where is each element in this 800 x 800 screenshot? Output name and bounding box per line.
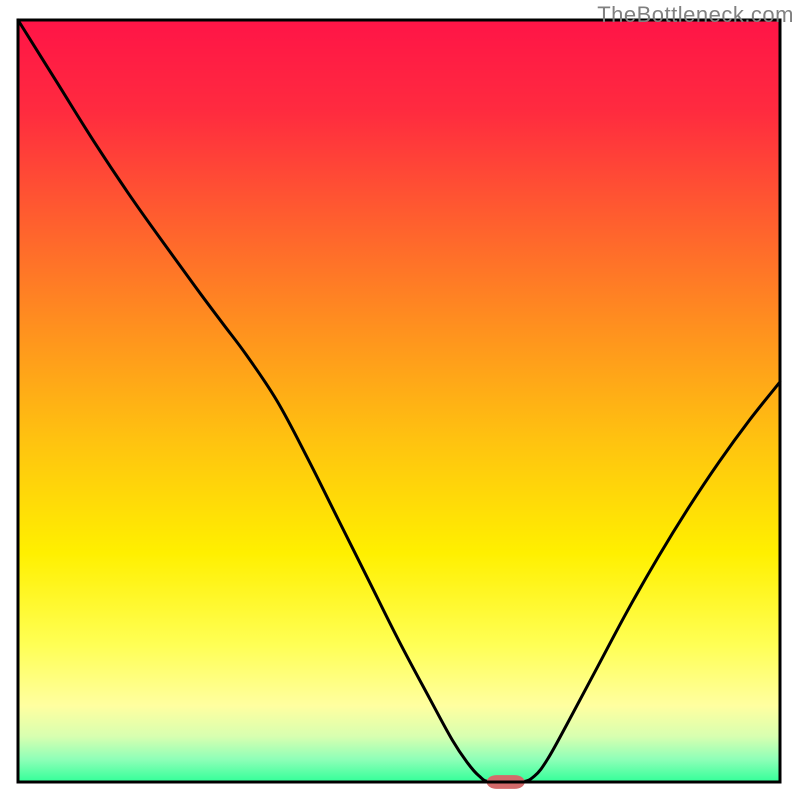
- bottleneck-chart: [0, 0, 800, 800]
- chart-container: TheBottleneck.com: [0, 0, 800, 800]
- watermark-text: TheBottleneck.com: [597, 2, 794, 28]
- plot-background: [18, 20, 780, 782]
